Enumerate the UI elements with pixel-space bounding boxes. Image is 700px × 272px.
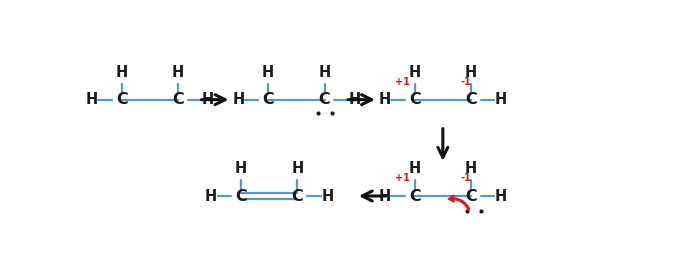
Text: C: C bbox=[466, 188, 477, 203]
FancyArrowPatch shape bbox=[448, 195, 470, 210]
Text: H: H bbox=[409, 161, 421, 176]
Text: H: H bbox=[465, 65, 477, 80]
Text: H: H bbox=[291, 161, 304, 176]
Text: C: C bbox=[116, 92, 127, 107]
Text: H: H bbox=[409, 65, 421, 80]
Text: C: C bbox=[235, 188, 247, 203]
Text: H: H bbox=[349, 92, 361, 107]
Text: C: C bbox=[292, 188, 303, 203]
Text: H: H bbox=[235, 161, 247, 176]
Text: H: H bbox=[202, 92, 214, 107]
Text: -1: -1 bbox=[460, 173, 471, 183]
Text: H: H bbox=[172, 65, 184, 80]
Text: H: H bbox=[495, 92, 507, 107]
Text: +1: +1 bbox=[395, 173, 410, 183]
Text: H: H bbox=[232, 92, 244, 107]
Text: C: C bbox=[409, 92, 421, 107]
Text: C: C bbox=[318, 92, 330, 107]
Text: C: C bbox=[172, 92, 184, 107]
Text: H: H bbox=[465, 161, 477, 176]
Text: C: C bbox=[409, 188, 421, 203]
Text: H: H bbox=[379, 92, 391, 107]
Text: H: H bbox=[262, 65, 274, 80]
Text: H: H bbox=[205, 188, 217, 203]
Text: H: H bbox=[85, 92, 98, 107]
Text: H: H bbox=[379, 188, 391, 203]
Text: -1: -1 bbox=[460, 77, 471, 87]
Text: C: C bbox=[262, 92, 274, 107]
Text: H: H bbox=[116, 65, 128, 80]
Text: H: H bbox=[495, 188, 507, 203]
Text: C: C bbox=[466, 92, 477, 107]
Text: H: H bbox=[321, 188, 333, 203]
Text: +1: +1 bbox=[395, 77, 410, 87]
Text: H: H bbox=[318, 65, 330, 80]
